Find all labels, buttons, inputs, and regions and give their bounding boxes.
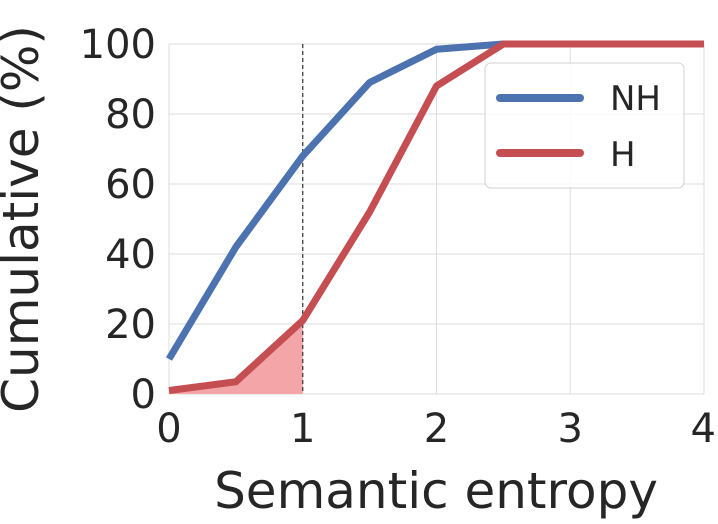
x-tick-label: 1 (290, 406, 315, 452)
x-axis-title: Semantic entropy (214, 462, 658, 520)
y-axis-title: Cumulative (%) (0, 25, 50, 413)
legend-label-nh: NH (610, 79, 661, 119)
series-layer (165, 40, 704, 394)
x-tick-label: 0 (156, 406, 181, 452)
y-tick-label: 80 (105, 92, 156, 138)
y-tick-label: 40 (105, 232, 156, 278)
y-tick-label: 20 (105, 302, 156, 348)
x-tick-label: 3 (558, 406, 583, 452)
x-tick-label: 4 (691, 406, 716, 452)
shaded-region-layer (169, 320, 303, 394)
x-tick-label: 2 (424, 406, 449, 452)
series-line-h (168, 40, 704, 394)
legend: NH H (484, 62, 685, 189)
y-tick-label: 0 (131, 372, 156, 418)
y-tick-label: 60 (105, 162, 156, 208)
y-tick-label: 100 (80, 22, 156, 68)
legend-label-h: H (610, 135, 636, 175)
shaded-region (169, 320, 303, 394)
